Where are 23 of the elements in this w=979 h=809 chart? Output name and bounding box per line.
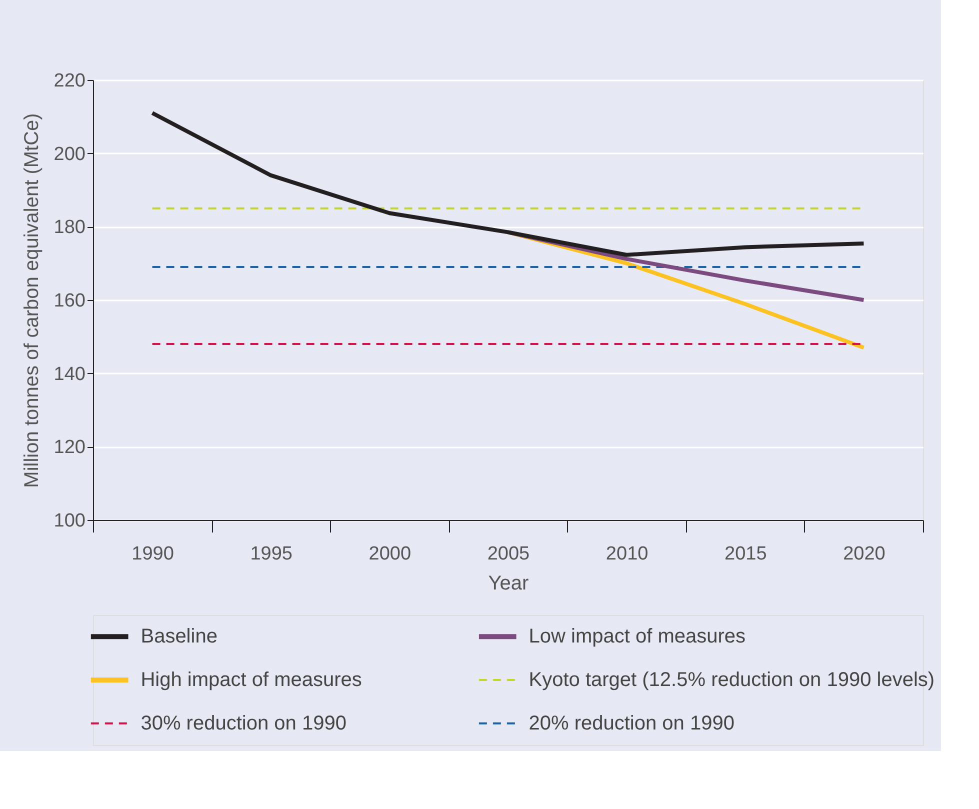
y-tick-label: 200 bbox=[54, 144, 86, 165]
legend-label: High impact of measures bbox=[140, 669, 362, 691]
legend-label: 30% reduction on 1990 bbox=[140, 712, 346, 734]
y-tick-label: 120 bbox=[54, 437, 86, 458]
y-axis-title: Million tonnes of carbon equivalent (MtCe) bbox=[20, 113, 43, 488]
x-tick-label: 1995 bbox=[250, 544, 292, 564]
x-tick-label: 2010 bbox=[606, 544, 648, 564]
x-tick-label: 2015 bbox=[724, 544, 767, 564]
y-tick-label: 160 bbox=[54, 290, 86, 312]
x-tick-label: 2005 bbox=[487, 544, 530, 564]
line-series bbox=[150, 111, 866, 257]
y-tick-label: 140 bbox=[54, 364, 86, 385]
legend-label: Kyoto target (12.5% reduction on 1990 levels) bbox=[528, 669, 935, 691]
y-tick-label: 100 bbox=[54, 510, 86, 532]
x-axis-title: Year bbox=[488, 572, 530, 594]
legend-label: 20% reduction on 1990 bbox=[528, 712, 734, 734]
legend-label: Low impact of measures bbox=[528, 626, 746, 648]
x-tick-label: 2000 bbox=[368, 544, 412, 564]
y-tick-label: 180 bbox=[54, 217, 86, 238]
x-tick-label: 1990 bbox=[132, 544, 174, 564]
legend-label: Baseline bbox=[140, 626, 218, 648]
y-tick-label: 220 bbox=[54, 70, 86, 92]
x-tick-label: 2020 bbox=[843, 544, 886, 564]
